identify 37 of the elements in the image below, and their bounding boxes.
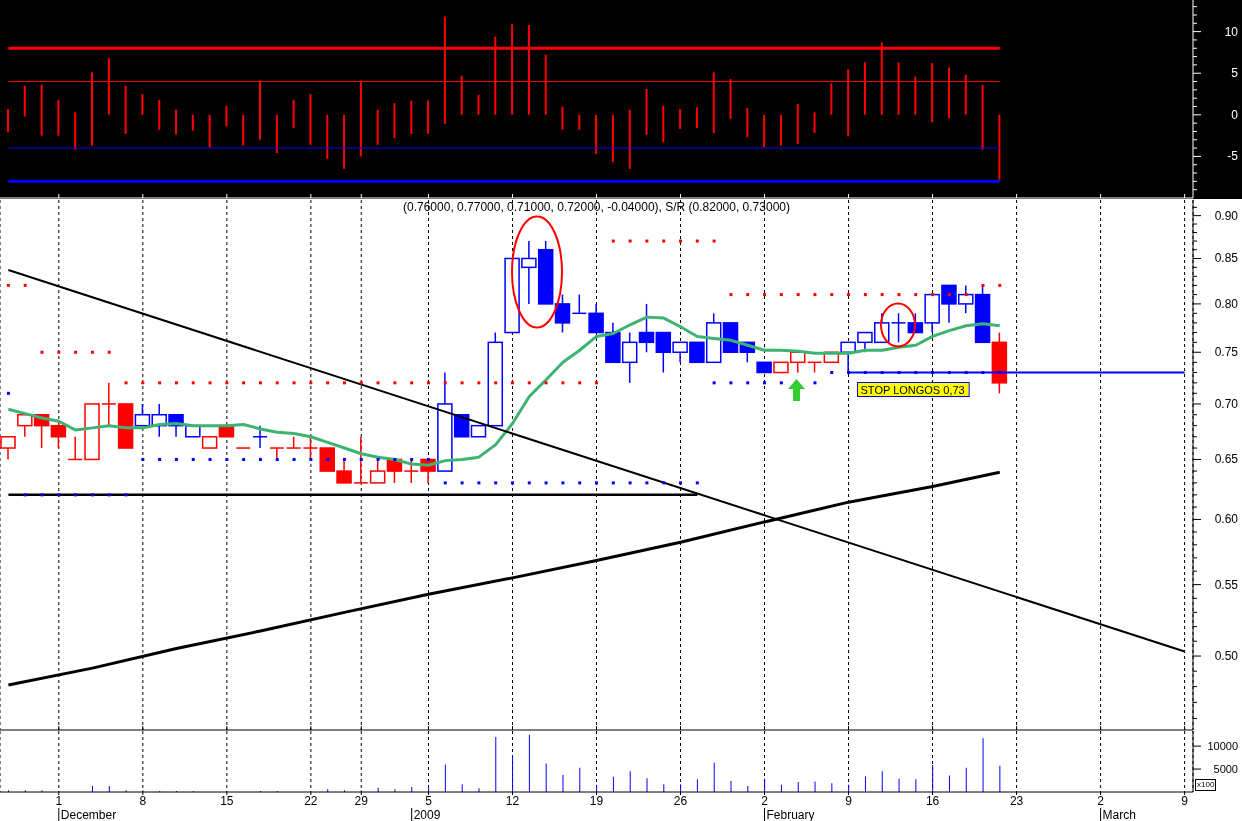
x-tick-label: 16 xyxy=(925,794,940,808)
text: March xyxy=(1102,807,1136,821)
x-tick-label: 19 xyxy=(589,794,604,808)
x-tick-label: 12 xyxy=(505,794,520,808)
y-tick-label: 0.70 xyxy=(1214,396,1239,411)
x-tick-label: 29 xyxy=(354,794,369,808)
y-tick-label: 0.50 xyxy=(1214,649,1239,664)
y-tick-label: 10 xyxy=(1224,24,1239,39)
x-tick-label: 5 xyxy=(425,794,433,808)
y-tick-label: 0.80 xyxy=(1214,296,1239,311)
x-tick-label: 2 xyxy=(1097,794,1105,808)
y-axis-title: x100 xyxy=(1195,779,1217,791)
text: 2009 xyxy=(413,807,441,821)
x-tick-label: 26 xyxy=(673,794,688,808)
x-tick-label: 22 xyxy=(304,794,318,808)
y-tick-label: 0 xyxy=(1231,107,1239,122)
x-tick-label: 9 xyxy=(845,794,853,808)
series-label: STOP LONGOS 0,73 xyxy=(860,384,965,396)
text: February xyxy=(766,807,815,821)
y-tick-label: 0.55 xyxy=(1214,577,1239,592)
y-tick-label: 0.90 xyxy=(1214,208,1239,223)
y-tick-label: 0.65 xyxy=(1214,452,1239,467)
text: December xyxy=(60,807,117,821)
x-tick-label: 1 xyxy=(55,794,63,808)
x-tick-label: 8 xyxy=(139,794,147,808)
y-tick-label: 0.75 xyxy=(1214,345,1239,360)
y-tick-label: 0.85 xyxy=(1214,251,1239,266)
x-tick-label: 2 xyxy=(761,794,769,808)
y-tick-label: -5 xyxy=(1227,149,1239,164)
y-tick-label: 5 xyxy=(1231,66,1239,81)
y-tick-label: 10000 xyxy=(1207,740,1238,753)
x-tick-label: 9 xyxy=(1181,794,1189,808)
chart-title: (0.76000, 0.77000, 0.71000, 0.72000, -0.04000), S/R (0.82000, 0.73000) xyxy=(402,200,791,214)
y-tick-label: 0.60 xyxy=(1214,512,1239,527)
x-tick-label: 15 xyxy=(220,794,234,808)
y-tick-label: 5000 xyxy=(1213,763,1238,776)
x-tick-label: 23 xyxy=(1009,794,1024,808)
